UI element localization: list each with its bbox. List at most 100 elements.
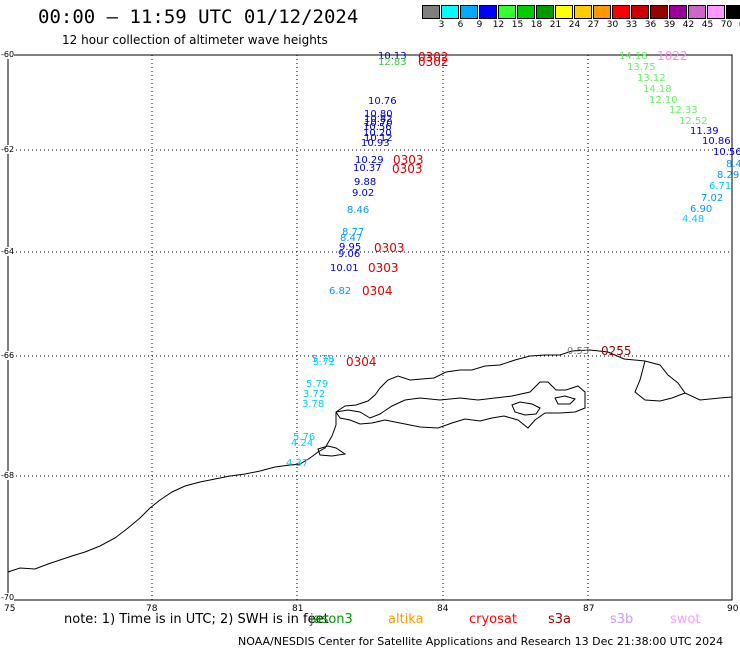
wave-height-label: 0304	[346, 355, 377, 369]
legend-value: (ft)	[736, 20, 740, 30]
coastline-island-2	[554, 395, 576, 405]
satellite-name-cryosat: cryosat	[469, 612, 517, 627]
x-tick-label: 81	[292, 604, 304, 614]
x-tick-label: 87	[583, 604, 595, 614]
wave-height-label: 4.48	[682, 214, 705, 225]
legend-value: 9	[476, 20, 483, 30]
legend-value: 39	[663, 20, 676, 30]
legend-value: 42	[682, 20, 695, 30]
legend-swatch	[650, 5, 668, 19]
wave-height-label: 10.56	[363, 122, 392, 133]
x-tick-label: 84	[437, 604, 449, 614]
wave-height-label: 12.10	[649, 95, 678, 106]
wave-height-label: 10.37	[353, 163, 382, 174]
wave-height-label: 10.56	[713, 147, 740, 158]
wave-height-label: 6.71	[709, 181, 732, 192]
wave-height-label: 6.82	[329, 286, 352, 297]
y-tick-label: -68	[1, 471, 15, 480]
coastline-islet	[317, 445, 347, 457]
wave-height-label: 5.76	[293, 432, 316, 443]
wave-height-label: 0303	[374, 241, 405, 255]
wave-height-label: 0303	[392, 162, 423, 176]
wave-height-label: 0304	[362, 284, 393, 298]
wave-height-label: 0302	[418, 50, 449, 64]
wave-height-label: 4.37	[286, 458, 309, 469]
legend-value: 27	[587, 20, 600, 30]
wave-height-label: 10.82	[364, 114, 393, 125]
map-subtitle: 12 hour collection of altimeter wave hei…	[62, 33, 328, 47]
legend-value: 6	[457, 20, 464, 30]
map-title: 00:00 – 11:59 UTC 01/12/2024	[38, 6, 359, 28]
y-tick-label: -70	[1, 593, 15, 602]
wave-height-label: 0255	[601, 344, 632, 358]
coastline-inlet	[335, 381, 586, 429]
legend-swatch	[536, 5, 554, 19]
coastline-peninsula	[634, 360, 686, 402]
wave-height-label: 9.06	[338, 249, 361, 260]
wave-height-label: 11.39	[690, 126, 719, 137]
legend-swatch	[593, 5, 611, 19]
coastline-antarctica	[7, 349, 733, 573]
wave-height-label: 8.29	[717, 170, 740, 181]
satellite-name-jason3: jason3	[310, 612, 353, 627]
wave-height-label: 8.77	[342, 227, 365, 238]
lat-lon-grid	[8, 55, 732, 600]
legend-swatch	[441, 5, 459, 19]
wave-height-label: 10.13	[378, 51, 407, 62]
wave-height-label: 10.01	[330, 263, 359, 274]
satellite-name-s3b: s3b	[610, 612, 634, 627]
wave-height-label: 10.12	[364, 133, 393, 144]
wave-height-label: 6.90	[690, 204, 713, 215]
wave-height-label: 7.02	[701, 193, 724, 204]
footer-credit: NOAA/NESDIS Center for Satellite Applica…	[238, 635, 724, 648]
wave-height-label: 1022	[657, 49, 688, 63]
wave-height-label: 13.75	[627, 62, 656, 73]
legend-value: 3	[438, 20, 445, 30]
satellite-name-altika: altika	[388, 612, 424, 627]
y-tick-label: -66	[1, 351, 15, 360]
wave-height-label: 0303	[368, 261, 399, 275]
legend-swatch	[688, 5, 706, 19]
legend-swatch	[422, 5, 440, 19]
legend-swatch	[479, 5, 497, 19]
x-tick-label: 78	[146, 604, 158, 614]
wave-height-label: 10.93	[361, 138, 390, 149]
satellite-name-s3a: s3a	[548, 612, 572, 627]
wave-height-label: 5.72	[313, 357, 336, 368]
wave-height-label: 8.46	[347, 205, 370, 216]
wave-height-label: 4.24	[291, 438, 314, 449]
legend-value: 12	[492, 20, 505, 30]
y-tick-label: -62	[1, 145, 15, 154]
legend-swatch	[631, 5, 649, 19]
legend-value: 30	[606, 20, 619, 30]
legend-value: 70	[720, 20, 733, 30]
legend-value: 33	[625, 20, 638, 30]
wave-height-label: 8.47	[340, 233, 363, 244]
wave-height-label: 10.76	[368, 96, 397, 107]
wave-height-label: 13.12	[637, 73, 666, 84]
wave-height-label: 14.18	[643, 84, 672, 95]
x-tick-label: 90	[727, 604, 739, 614]
wave-height-label: 5.78	[312, 354, 335, 365]
y-tick-label: -64	[1, 247, 15, 256]
wave-height-label: 9.95	[339, 242, 362, 253]
wave-height-label: 10.20	[363, 128, 392, 139]
wave-height-label: 0303	[393, 153, 424, 167]
x-tick-label: 75	[4, 604, 16, 614]
wave-height-label: 10.29	[355, 155, 384, 166]
legend-swatch	[555, 5, 573, 19]
wave-height-label: 8.4	[726, 159, 740, 170]
wave-height-label: 3.78	[302, 399, 325, 410]
satellite-name-swot: swot	[670, 612, 701, 627]
legend-value: 18	[530, 20, 543, 30]
wave-height-label: 0302	[418, 55, 449, 69]
wave-height-label: 10.80	[364, 109, 393, 120]
wave-height-label: 10.70	[364, 118, 393, 129]
wave-height-label: 5.79	[306, 379, 329, 390]
y-tick-label: -60	[1, 50, 15, 59]
wave-height-label: 10.86	[702, 136, 731, 147]
footer-note: note: 1) Time is in UTC; 2) SWH is in fe…	[64, 612, 329, 627]
legend-value: 45	[701, 20, 714, 30]
legend-swatch	[460, 5, 478, 19]
legend-value: 21	[549, 20, 562, 30]
